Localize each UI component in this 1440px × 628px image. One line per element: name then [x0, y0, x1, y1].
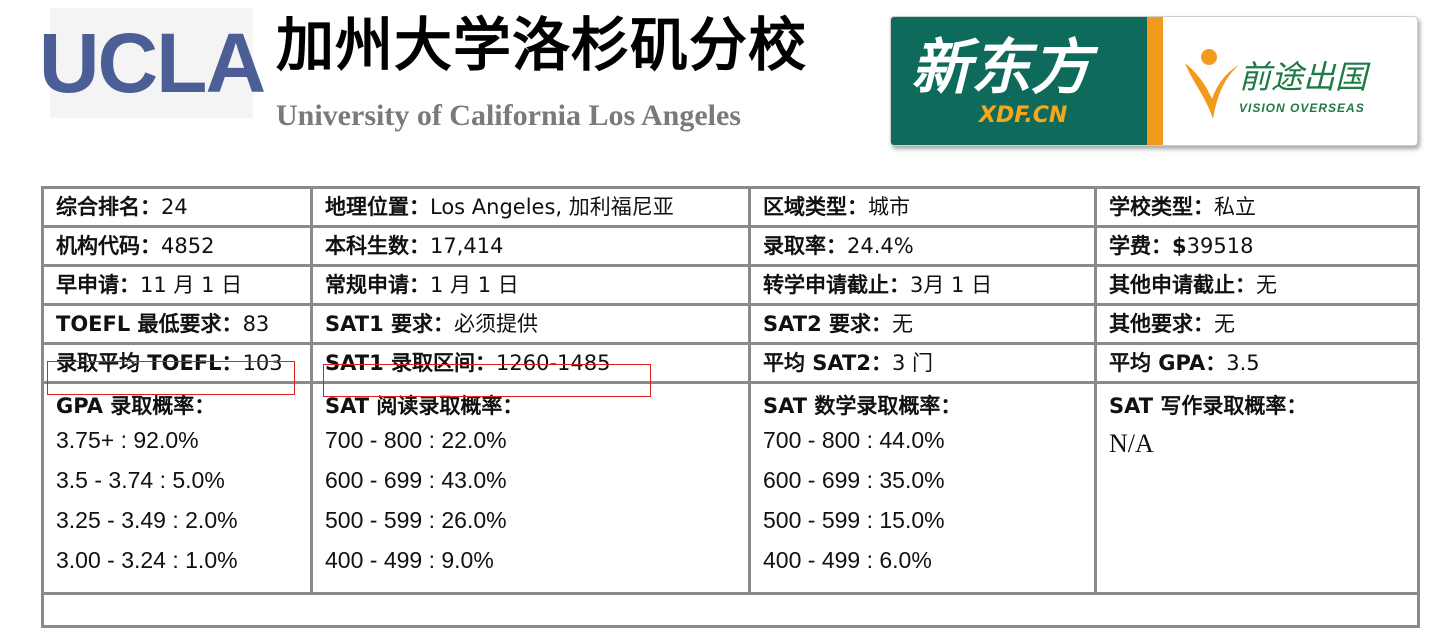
vision-overseas-figure-icon [1185, 49, 1239, 119]
gpa-probability-title: GPA 录取概率： [56, 394, 216, 418]
list-item: 400 - 499 : 9.0% [325, 547, 494, 573]
table-row [41, 592, 1420, 628]
average-toefl-cell: 录取平均 TOEFL：103 [41, 342, 313, 384]
xdf-logo-panel: 新东方 XDF.CN [891, 17, 1147, 145]
list-item: 3.75+ : 92.0% [56, 427, 199, 453]
average-sat2-cell: 平均 SAT2：3 门 [748, 342, 1097, 384]
sat2-requirement-cell: SAT2 要求：无 [748, 303, 1097, 345]
location-cell: 地理位置：Los Angeles, 加利福尼亚 [310, 186, 751, 228]
sat-math-probability-cell: SAT 数学录取概率： 700 - 800 : 44.0% 600 - 699 … [748, 381, 1097, 595]
list-item: 700 - 800 : 44.0% [763, 427, 945, 453]
vision-overseas-logo-en: VISION OVERSEAS [1239, 101, 1365, 115]
empty-footer-cell [41, 592, 1420, 628]
university-title-en: University of California Los Angeles [276, 99, 741, 132]
list-item: 3.5 - 3.74 : 5.0% [56, 467, 225, 493]
ucla-logo-text: UCLA [38, 16, 266, 110]
sat-writing-probability-title: SAT 写作录取概率： [1109, 394, 1308, 418]
undergrad-count-cell: 本科生数：17,414 [310, 225, 751, 267]
list-item: 3.00 - 3.24 : 1.0% [56, 547, 238, 573]
list-item: 600 - 699 : 43.0% [325, 467, 507, 493]
list-item: 500 - 599 : 26.0% [325, 507, 507, 533]
sat1-range-cell: SAT1 录取区间：1260-1485 [310, 342, 751, 384]
sat-math-probability-title: SAT 数学录取概率： [763, 394, 962, 418]
ranking-cell: 综合排名：24 [41, 186, 313, 228]
sat1-requirement-cell: SAT1 要求：必须提供 [310, 303, 751, 345]
transfer-deadline-cell: 转学申请截止：3月 1 日 [748, 264, 1097, 306]
other-requirement-cell: 其他要求：无 [1094, 303, 1420, 345]
other-deadline-cell: 其他申请截止：无 [1094, 264, 1420, 306]
list-item: 600 - 699 : 35.0% [763, 467, 945, 493]
school-type-cell: 学校类型：私立 [1094, 186, 1420, 228]
table-row: 录取平均 TOEFL：103 SAT1 录取区间：1260-1485 平均 SA… [41, 342, 1420, 384]
sat-reading-probability-cell: SAT 阅读录取概率： 700 - 800 : 22.0% 600 - 699 … [310, 381, 751, 595]
list-item: 700 - 800 : 22.0% [325, 427, 507, 453]
xdf-logo-en: XDF.CN [979, 103, 1068, 129]
area-type-cell: 区域类型：城市 [748, 186, 1097, 228]
ucla-logo: UCLA [39, 8, 266, 118]
sat-writing-probability-cell: SAT 写作录取概率： N/A [1094, 381, 1420, 595]
table-row: 综合排名：24 地理位置：Los Angeles, 加利福尼亚 区域类型：城市 … [41, 186, 1420, 228]
sat-writing-value: N/A [1109, 429, 1154, 458]
table-row: TOEFL 最低要求：83 SAT1 要求：必须提供 SAT2 要求：无 其他要… [41, 303, 1420, 345]
early-application-cell: 早申请：11 月 1 日 [41, 264, 313, 306]
gpa-probability-cell: GPA 录取概率： 3.75+ : 92.0% 3.5 - 3.74 : 5.0… [41, 381, 313, 595]
tuition-cell: 学费：$39518 [1094, 225, 1420, 267]
table-row: 机构代码：4852 本科生数：17,414 录取率：24.4% 学费：$3951… [41, 225, 1420, 267]
list-item: 3.25 - 3.49 : 2.0% [56, 507, 238, 533]
list-item: 500 - 599 : 15.0% [763, 507, 945, 533]
regular-application-cell: 常规申请：1 月 1 日 [310, 264, 751, 306]
average-gpa-cell: 平均 GPA：3.5 [1094, 342, 1420, 384]
admission-info-table: 综合排名：24 地理位置：Los Angeles, 加利福尼亚 区域类型：城市 … [41, 186, 1420, 628]
partner-logo-banner: 新东方 XDF.CN 前途出国 VISION OVERSEAS [890, 16, 1418, 146]
logo-divider-bar [1147, 17, 1163, 145]
admission-rate-cell: 录取率：24.4% [748, 225, 1097, 267]
institution-code-cell: 机构代码：4852 [41, 225, 313, 267]
university-title-cn: 加州大学洛杉矶分校 [276, 11, 808, 79]
table-row: GPA 录取概率： 3.75+ : 92.0% 3.5 - 3.74 : 5.0… [41, 381, 1420, 595]
list-item: 400 - 499 : 6.0% [763, 547, 932, 573]
table-row: 早申请：11 月 1 日 常规申请：1 月 1 日 转学申请截止：3月 1 日 … [41, 264, 1420, 306]
xdf-logo-cn: 新东方 [911, 33, 1091, 103]
vision-overseas-logo-cn: 前途出国 [1239, 58, 1368, 96]
sat-reading-probability-title: SAT 阅读录取概率： [325, 394, 524, 418]
toefl-minimum-cell: TOEFL 最低要求：83 [41, 303, 313, 345]
document-header: UCLA 加州大学洛杉矶分校 University of California … [0, 0, 1440, 180]
